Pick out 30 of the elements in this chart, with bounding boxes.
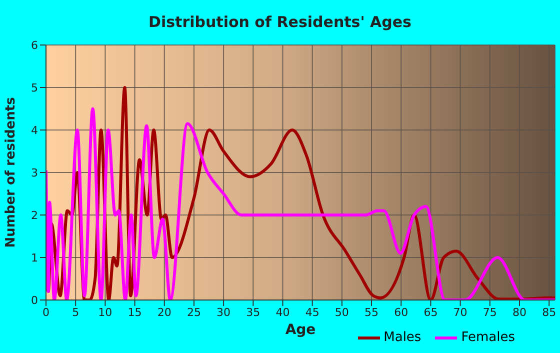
x-tick-label: 60 <box>394 306 408 319</box>
y-tick-label: 6 <box>31 38 38 52</box>
y-tick-label: 3 <box>31 166 38 180</box>
x-tick-label: 55 <box>364 306 379 319</box>
x-tick-label: 65 <box>424 306 438 319</box>
x-tick-label: 75 <box>482 306 497 319</box>
y-axis-title: Number of residents <box>4 96 19 248</box>
y-tick-label: 2 <box>31 208 38 222</box>
x-tick-label: 5 <box>72 306 80 319</box>
x-tick-label: 35 <box>246 306 260 319</box>
chart-title: Distribution of Residents' Ages <box>148 12 412 33</box>
x-tick-label: 25 <box>186 306 201 319</box>
x-tick-label: 20 <box>157 306 172 319</box>
x-tick-label: 50 <box>334 306 349 319</box>
x-tick-label: 10 <box>98 306 112 319</box>
x-tick-label: 80 <box>512 306 526 319</box>
x-tick-label: 70 <box>453 306 468 319</box>
y-tick-label: 5 <box>31 81 38 94</box>
x-tick-label: 30 <box>216 306 231 319</box>
x-axis-title: Age <box>285 322 316 338</box>
x-tick-label: 0 <box>42 306 50 319</box>
legend-label: Males <box>384 330 422 345</box>
y-tick-label: 4 <box>31 124 38 137</box>
x-tick-label: 85 <box>542 306 556 319</box>
legend-label: Females <box>461 330 515 345</box>
x-tick-label: 45 <box>305 306 320 319</box>
x-tick-label: 15 <box>128 306 142 319</box>
y-tick-label: 1 <box>31 251 38 264</box>
y-tick-label: 0 <box>31 294 38 307</box>
x-tick-label: 40 <box>276 306 290 319</box>
